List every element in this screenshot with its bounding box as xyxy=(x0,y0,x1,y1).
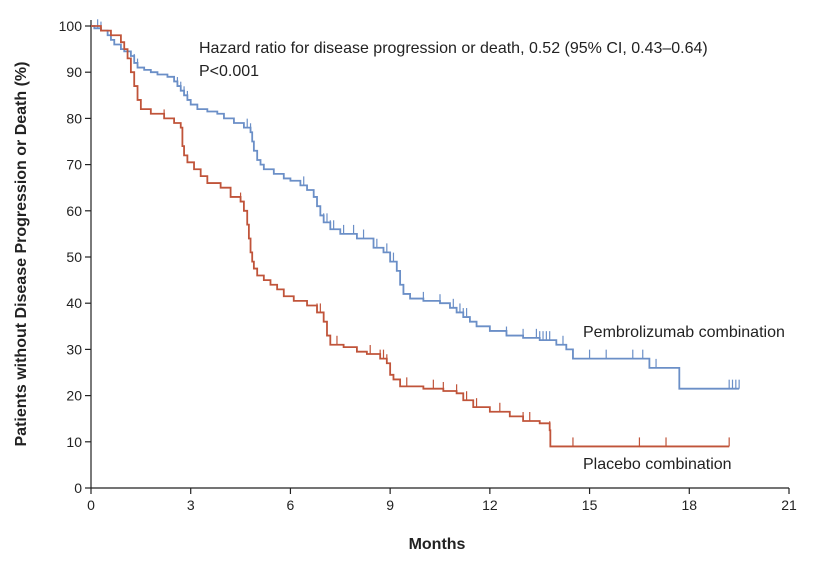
p-value-annotation: P<0.001 xyxy=(199,63,259,80)
x-tick-label-12: 12 xyxy=(482,497,498,513)
series-layer xyxy=(91,19,740,448)
y-tick-label-50: 50 xyxy=(66,249,82,265)
y-tick-label-100: 100 xyxy=(59,18,83,34)
x-axis-ticks: 0 3 6 9 12 15 18 21 xyxy=(87,488,797,513)
km-curve-placebo xyxy=(91,25,730,448)
y-tick-label-30: 30 xyxy=(66,341,82,357)
x-tick-label-18: 18 xyxy=(681,497,697,513)
x-tick-label-9: 9 xyxy=(386,497,394,513)
series-placebo xyxy=(91,25,730,448)
y-axis-title: Patients without Disease Progression or … xyxy=(13,62,30,447)
y-tick-label-60: 60 xyxy=(66,203,82,219)
y-tick-label-90: 90 xyxy=(66,64,82,80)
y-tick-label-40: 40 xyxy=(66,295,82,311)
hazard-ratio-annotation: Hazard ratio for disease progression or … xyxy=(199,40,708,57)
km-curve-pembrolizumab xyxy=(91,25,740,390)
x-axis-title: Months xyxy=(409,536,466,553)
series-label-pembrolizumab: Pembrolizumab combination xyxy=(583,324,785,341)
y-axis-ticks: 0 10 20 30 40 50 60 70 80 90 100 xyxy=(59,18,91,496)
series-label-placebo: Placebo combination xyxy=(583,456,732,473)
y-tick-label-10: 10 xyxy=(66,434,82,450)
x-tick-label-21: 21 xyxy=(781,497,797,513)
x-tick-label-3: 3 xyxy=(187,497,195,513)
y-tick-label-80: 80 xyxy=(66,110,82,126)
y-tick-label-0: 0 xyxy=(74,480,82,496)
y-tick-label-70: 70 xyxy=(66,157,82,173)
x-tick-label-15: 15 xyxy=(582,497,598,513)
y-tick-label-20: 20 xyxy=(66,388,82,404)
x-tick-label-6: 6 xyxy=(287,497,295,513)
x-tick-label-0: 0 xyxy=(87,497,95,513)
